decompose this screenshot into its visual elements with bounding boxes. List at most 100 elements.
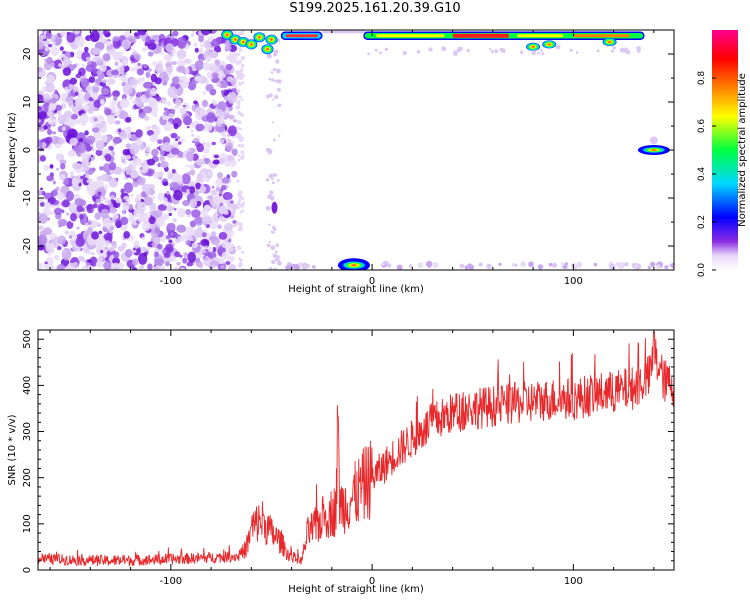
heatmap-noise-cell — [210, 231, 217, 237]
heatmap-noise-cell — [541, 52, 545, 56]
heatmap-noise-cell — [114, 115, 118, 119]
heatmap-noise-cell — [103, 163, 111, 173]
snr-x-tick-label: 0 — [369, 576, 375, 587]
heatmap-noise-cell — [162, 141, 172, 152]
heatmap-noise-cell — [93, 99, 101, 108]
heatmap-noise-cell — [396, 264, 403, 270]
heatmap-noise-cell — [537, 264, 544, 270]
heatmap-noise-cell — [194, 60, 204, 71]
heatmap-noise-cell — [656, 264, 661, 269]
heatmap-noise-cell — [66, 32, 76, 43]
heatmap-noise-cell — [569, 48, 573, 52]
heatmap-noise-cell — [156, 243, 163, 250]
heatmap-noise-cell — [239, 194, 243, 199]
snr-x-ticks: -100 0 100 — [49, 330, 655, 587]
heatmap-noise-cell — [83, 104, 90, 111]
heatmap-noise-cell — [147, 263, 153, 270]
heatmap-noise-cell — [95, 149, 103, 156]
heatmap-noise-cell — [166, 66, 174, 73]
heatmap-noise-cell — [211, 141, 216, 146]
snr-y-tick-label: 100 — [22, 514, 33, 533]
heatmap-noise-cell — [197, 47, 204, 54]
heatmap-noise-cell — [466, 48, 470, 53]
heatmap-noise-cell — [274, 94, 279, 100]
heatmap-noise-cell — [555, 44, 561, 50]
heatmap-noise-cell — [216, 81, 221, 88]
heatmap-noise-cell — [168, 113, 175, 119]
heatmap-noise-cell — [179, 106, 187, 115]
heatmap-noise-cell — [170, 147, 180, 155]
heatmap-noise-cell — [226, 138, 231, 143]
heatmap-noise-cell — [232, 119, 238, 123]
heatmap-noise-cell — [112, 166, 123, 175]
heatmap-noise-cell — [196, 173, 204, 182]
heatmap-noise-cell — [43, 262, 50, 269]
heatmap-noise-cell — [61, 126, 67, 132]
heatmap-noise-cell — [91, 127, 100, 133]
heatmap-noise-cell — [232, 223, 237, 228]
heatmap-noise-cell — [65, 190, 74, 202]
heatmap-y-ticks: -20 -10 0 10 20 — [22, 29, 674, 271]
heatmap-noise-cell — [170, 132, 178, 139]
heatmap-noise-cell — [271, 78, 275, 82]
heatmap-noise-cell — [86, 56, 91, 62]
heatmap-noise-cell — [178, 141, 182, 145]
heatmap-band — [376, 34, 445, 38]
heatmap-noise-cell — [177, 55, 184, 60]
heatmap-noise-cell — [95, 261, 102, 268]
heatmap-noise-cell — [186, 171, 192, 175]
heatmap-noise-cell — [200, 30, 211, 36]
heatmap-noise-cell — [200, 238, 210, 247]
heatmap-noise-cell — [104, 108, 112, 116]
heatmap-noise-cell — [212, 159, 220, 165]
heatmap-noise-cell — [137, 62, 141, 66]
heatmap-noise-cell — [285, 265, 290, 270]
heatmap-noise-cell — [94, 83, 98, 88]
heatmap-noise-cell — [79, 178, 84, 182]
heatmap-noise-cell — [240, 143, 245, 148]
heatmap-hot-spot — [253, 32, 266, 43]
heatmap-noise-cell — [561, 262, 565, 266]
heatmap-x-axis-label: Height of straight line (km) — [288, 284, 424, 295]
heatmap-noise-cell — [143, 252, 148, 257]
heatmap-noise-cell — [163, 252, 171, 258]
heatmap-noise-cell — [131, 218, 138, 226]
heatmap-noise-cell — [185, 226, 195, 237]
heatmap-noise-cell — [231, 170, 238, 178]
heatmap-noise-cell — [165, 235, 171, 240]
heatmap-noise-cell — [140, 94, 147, 102]
heatmap-noise-cell — [169, 232, 174, 236]
heatmap-noise-cell — [276, 87, 281, 92]
heatmap-noise-cell — [61, 247, 72, 261]
heatmap-noise-cell — [59, 173, 66, 180]
heatmap-noise-cell — [205, 223, 210, 229]
heatmap-noise-cell — [60, 163, 66, 170]
heatmap-noise-cell — [182, 104, 187, 108]
heatmap-noise-cell — [374, 48, 378, 52]
heatmap-noise-cell — [54, 89, 58, 93]
heatmap-noise-cell — [267, 194, 273, 200]
heatmap-noise-cell — [128, 96, 133, 101]
heatmap-noise-cell — [38, 234, 48, 247]
heatmap-noise-cell — [75, 35, 85, 48]
heatmap-noise-cell — [122, 204, 130, 211]
heatmap-noise-cell — [65, 212, 70, 216]
heatmap-noise-cell — [56, 167, 60, 171]
heatmap-noise-cell — [75, 236, 85, 247]
heatmap-noise-cell — [167, 101, 171, 107]
heatmap-band — [285, 34, 318, 38]
heatmap-noise-cell — [272, 225, 276, 230]
heatmap-noise-cell — [153, 265, 163, 270]
heatmap-noise-cell — [189, 220, 196, 228]
heatmap-noise-cell — [236, 89, 241, 94]
heatmap-noise-cell — [238, 198, 242, 202]
heatmap-noise-cell — [194, 75, 202, 82]
heatmap-noise-cell — [240, 30, 245, 34]
heatmap-noise-cell — [111, 69, 119, 76]
heatmap-noise-cell — [68, 83, 74, 89]
heatmap-noise-cell — [162, 98, 167, 104]
heatmap-noise-cell — [102, 30, 107, 35]
heatmap-noise-cell — [53, 254, 60, 261]
heatmap-noise-cell — [121, 199, 126, 203]
